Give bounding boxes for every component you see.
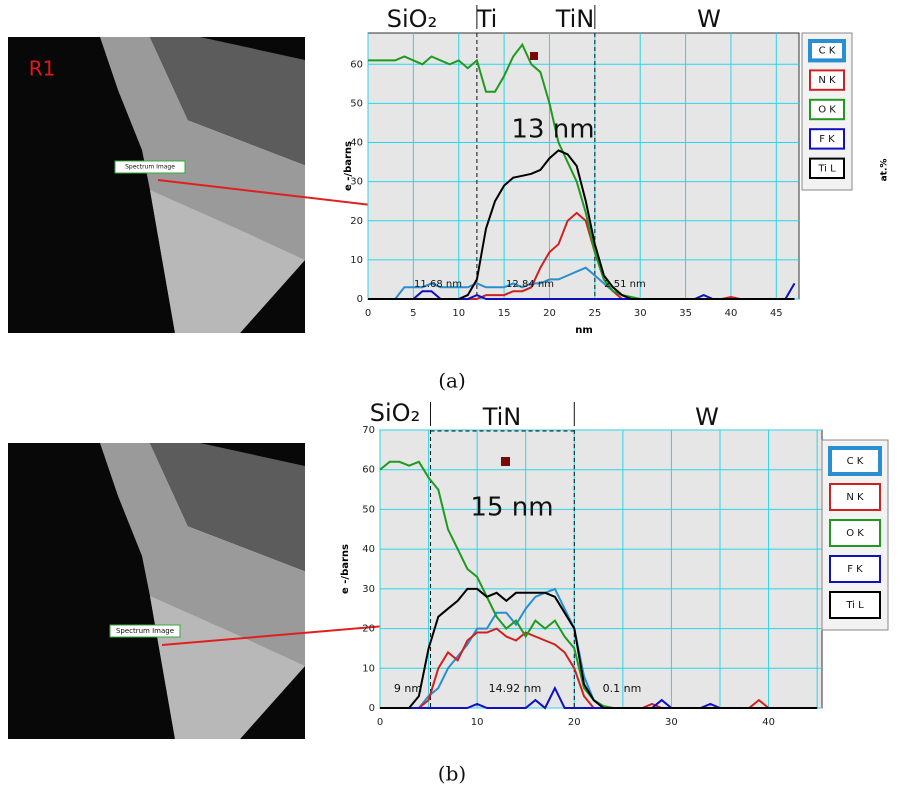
legend-label: O K — [846, 528, 864, 539]
y-tick-label: 60 — [362, 465, 375, 476]
annotation: 0.1 nm — [603, 682, 642, 695]
x-tick-label: 20 — [543, 308, 556, 319]
legend-label: N K — [818, 75, 836, 86]
x-tick-label: 35 — [679, 308, 692, 319]
annotation: 11.68 nm — [414, 279, 462, 290]
legend-swatch — [809, 98, 845, 121]
y-tick-label: 20 — [362, 624, 375, 635]
region-label: Ti — [476, 5, 498, 33]
y-axis-label: e -/barns — [340, 544, 351, 594]
legend-label: N K — [846, 492, 864, 503]
legend-label: F K — [847, 564, 863, 575]
legend-swatch — [828, 446, 882, 476]
annotation: 14.92 nm — [489, 682, 542, 695]
caption: (b) — [438, 762, 466, 786]
y-tick-label: 40 — [362, 544, 375, 555]
tem-image-b — [8, 443, 305, 739]
x-tick-label: 10 — [471, 717, 484, 728]
x-tick-label: 20 — [568, 717, 581, 728]
plot-area — [367, 32, 800, 300]
region-label: W — [697, 5, 721, 33]
series-line — [380, 587, 818, 709]
legend-label: Ti L — [817, 163, 836, 174]
legend-swatch — [829, 591, 881, 619]
y-tick-label: 0 — [369, 703, 375, 714]
legend-swatch — [808, 39, 846, 63]
legend-label: C K — [847, 456, 864, 467]
x-tick-label: 30 — [665, 717, 678, 728]
tem-image-a — [8, 37, 305, 333]
y-tick-label: 0 — [357, 294, 363, 305]
y-tick-label: 70 — [362, 425, 375, 436]
y-tick-label: 10 — [350, 255, 363, 266]
x-tick-label: 0 — [365, 308, 371, 319]
region-label: TiN — [482, 403, 522, 431]
legend-swatch — [829, 555, 881, 583]
image-label: Spectrum Image — [116, 627, 174, 635]
x-tick-label: 25 — [588, 308, 601, 319]
x-tick-label: 10 — [452, 308, 465, 319]
y-tick-label: 50 — [362, 504, 375, 515]
image-label: Spectrum Image — [125, 164, 175, 171]
x-axis-label: nm — [575, 325, 593, 336]
annotation: 2.51 nm — [604, 279, 646, 290]
y-tick-label: 40 — [350, 138, 363, 149]
y-tick-label: 10 — [362, 663, 375, 674]
x-tick-label: 15 — [498, 308, 511, 319]
x-tick-label: 40 — [725, 308, 738, 319]
y-tick-label: 30 — [362, 584, 375, 595]
y2-axis-label: at.% — [880, 159, 890, 182]
region-label: SiO₂ — [387, 5, 437, 33]
plot-area — [379, 429, 823, 709]
legend-swatch — [829, 483, 881, 511]
legend-label: Ti L — [845, 600, 864, 611]
annotation: 13 nm — [511, 115, 594, 145]
x-tick-label: 0 — [377, 717, 383, 728]
image-label-box — [114, 160, 186, 174]
marker-square — [501, 457, 510, 466]
region-label: SiO₂ — [370, 399, 420, 427]
region-label: W — [695, 403, 719, 431]
image-label-box — [109, 624, 181, 638]
series-line — [368, 149, 795, 300]
annotation: 12.84 nm — [506, 279, 554, 290]
legend-swatch — [809, 69, 845, 91]
legend-swatch — [809, 128, 845, 150]
y-axis-label: e -/barns — [343, 141, 354, 191]
legend-label: F K — [819, 134, 835, 145]
annotation: 15 nm — [470, 493, 553, 523]
region-label: TiN — [555, 5, 595, 33]
image-label: R1 — [29, 57, 56, 81]
x-tick-label: 40 — [762, 717, 775, 728]
annotation: 9 nm — [394, 682, 422, 695]
y-tick-label: 20 — [350, 216, 363, 227]
marker-square — [530, 52, 538, 60]
x-tick-label: 45 — [770, 308, 783, 319]
x-tick-label: 5 — [410, 308, 416, 319]
x-tick-label: 30 — [634, 308, 647, 319]
legend-label: O K — [818, 105, 836, 116]
legend-swatch — [829, 519, 881, 547]
legend-swatch — [809, 157, 845, 180]
y-tick-label: 60 — [350, 59, 363, 70]
caption: (a) — [438, 369, 466, 393]
y-tick-label: 30 — [350, 177, 363, 188]
legend-label: C K — [819, 46, 836, 57]
y-tick-label: 50 — [350, 98, 363, 109]
